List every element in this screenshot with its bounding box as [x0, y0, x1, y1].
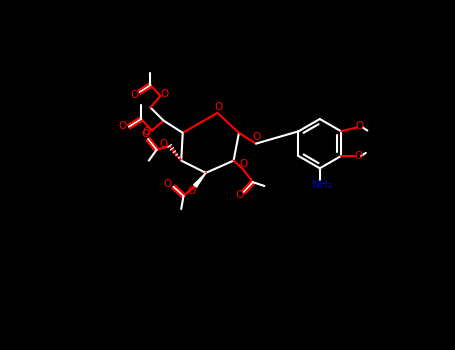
Text: O: O: [354, 151, 362, 161]
Text: O: O: [215, 102, 223, 112]
Text: O: O: [355, 121, 364, 131]
Text: O: O: [159, 139, 167, 149]
Text: O: O: [253, 133, 261, 142]
Text: O: O: [239, 159, 248, 169]
Text: O: O: [119, 121, 127, 131]
Text: NH₂: NH₂: [312, 180, 333, 190]
Text: O: O: [188, 187, 196, 196]
Text: O: O: [130, 90, 138, 100]
Text: O: O: [142, 127, 151, 137]
Text: O: O: [236, 190, 244, 200]
Polygon shape: [193, 173, 206, 187]
Text: O: O: [160, 89, 168, 99]
Text: O: O: [142, 129, 150, 139]
Text: O: O: [163, 179, 172, 189]
